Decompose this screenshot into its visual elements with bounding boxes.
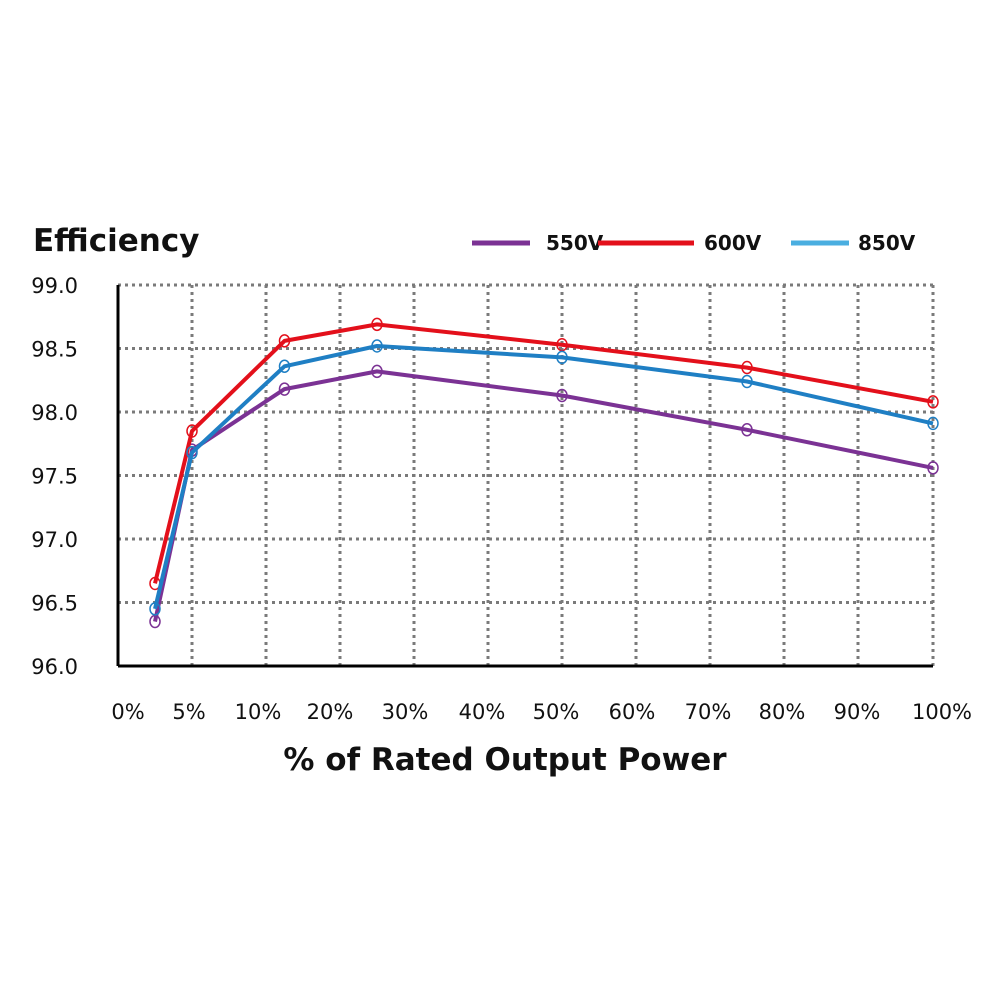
chart-title: Efficiency (33, 223, 199, 259)
data-point (278, 382, 291, 396)
x-tick-label: 70% (685, 700, 732, 724)
x-tick-label: 100% (912, 700, 972, 724)
data-point (927, 416, 939, 431)
x-axis-ticks: 0% 5% 10% 20% 30% 40% 50% 60% 70% 80% 90% 100% (111, 700, 972, 724)
data-point (741, 374, 753, 389)
grid (118, 283, 935, 666)
x-tick-label: 90% (834, 700, 881, 724)
data-point (371, 317, 383, 332)
x-tick-label: 0% (111, 700, 144, 724)
data-point (371, 339, 383, 353)
x-tick-label: 20% (307, 700, 354, 724)
x-tick-label: 80% (759, 700, 806, 724)
data-point (186, 445, 198, 460)
series-line (153, 369, 934, 623)
legend: 550V 600V 850V (472, 231, 916, 255)
y-tick-label: 99.0 (31, 274, 78, 298)
y-tick-label: 97.0 (31, 528, 78, 552)
series-850V (149, 339, 939, 616)
y-tick-label: 96.0 (31, 655, 78, 679)
legend-label: 550V (546, 231, 604, 255)
data-point (741, 360, 753, 375)
data-point (556, 388, 568, 403)
x-tick-label: 5% (172, 700, 205, 724)
x-tick-label: 50% (533, 700, 580, 724)
data-point (927, 461, 939, 475)
y-tick-label: 98.0 (31, 401, 78, 425)
x-axis-label: % of Rated Output Power (283, 742, 727, 778)
y-tick-label: 96.5 (31, 592, 78, 616)
series-line (153, 322, 934, 584)
series-line (153, 344, 934, 610)
legend-label: 850V (858, 231, 916, 255)
x-tick-label: 60% (609, 700, 656, 724)
x-tick-label: 30% (382, 700, 429, 724)
x-tick-label: 40% (459, 700, 506, 724)
data-point (186, 424, 198, 438)
data-point (927, 395, 939, 409)
series-550V (149, 364, 939, 629)
y-tick-label: 97.5 (31, 465, 78, 489)
data-point (741, 423, 753, 437)
y-tick-label: 98.5 (31, 338, 78, 362)
legend-label: 600V (704, 231, 762, 255)
series-lines (149, 317, 939, 629)
data-point (149, 602, 161, 616)
data-point (371, 364, 383, 379)
series-600V (149, 317, 939, 591)
data-point (278, 359, 291, 374)
axes (116, 285, 933, 668)
data-point (556, 350, 568, 365)
x-tick-label: 10% (235, 700, 282, 724)
y-axis-ticks: 96.0 96.5 97.0 97.5 98.0 98.5 99.0 (31, 274, 78, 679)
data-point (278, 334, 291, 348)
